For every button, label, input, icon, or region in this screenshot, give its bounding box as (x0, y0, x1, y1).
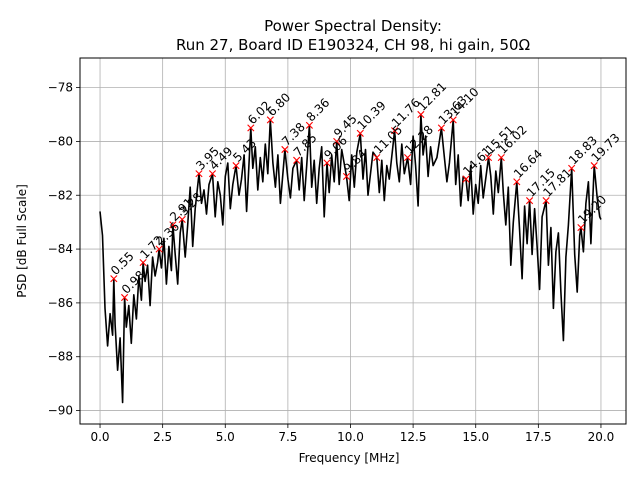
peak-marker-stroke (305, 121, 314, 129)
y-tick-label: −84 (48, 242, 73, 256)
peak-marker (390, 127, 399, 135)
peak-marker-stroke (232, 162, 240, 170)
peak-marker-stroke (266, 116, 274, 124)
x-tick-label: 10.0 (337, 430, 364, 444)
chart-title-line2: Run 27, Board ID E190324, CH 98, hi gain… (176, 36, 530, 54)
peak-marker-stroke (139, 258, 147, 267)
peak-marker-stroke (577, 223, 585, 232)
peak-marker (155, 245, 163, 253)
grid-lines (80, 58, 626, 424)
y-tick-label: −90 (48, 404, 73, 418)
x-tick-label: 12.5 (400, 430, 427, 444)
peak-marker (462, 175, 470, 183)
peak-marker-stroke (281, 145, 289, 154)
peak-marker (525, 197, 534, 205)
peak-marker (208, 170, 217, 178)
peak-marker-stroke (247, 124, 255, 132)
y-tick-label: −80 (48, 134, 73, 148)
peak-marker-stroke (195, 170, 203, 178)
x-axis: 0.0 2.5 5.0 7.5 10.0 12.5 15.0 17.5 20.0 (90, 424, 614, 444)
peak-marker (568, 164, 576, 172)
peak-marker-stroke (417, 110, 425, 119)
peak-marker-stroke (542, 197, 550, 205)
peak-marker (404, 153, 412, 162)
y-tick-label: −86 (48, 296, 73, 310)
peak-marker (120, 293, 129, 302)
peak-marker-stroke (525, 197, 534, 205)
peak-marker (356, 129, 364, 137)
plot-frame (79, 57, 627, 425)
chart-title-line1: Power Spectral Density: (264, 17, 442, 35)
peak-marker-stroke (110, 275, 118, 283)
peak-marker (323, 159, 331, 167)
peak-marker (449, 116, 457, 124)
peak-marker-stroke (293, 156, 301, 164)
peak-marker (232, 162, 240, 170)
peak-marker-stroke (437, 124, 446, 132)
peak-marker (266, 116, 274, 124)
peak-markers (110, 110, 598, 302)
peak-marker-stroke (462, 175, 470, 183)
peak-marker-stroke (155, 245, 163, 253)
peak-marker (178, 215, 186, 224)
peak-marker (417, 110, 425, 119)
peak-marker (542, 197, 550, 205)
y-tick-label: −88 (48, 350, 73, 364)
x-tick-label: 5.0 (216, 430, 235, 444)
peak-marker-stroke (323, 159, 331, 167)
peak-marker (110, 275, 118, 283)
peak-marker-stroke (342, 172, 351, 181)
y-axis: −90 −88 −86 −84 −82 −80 −78 (48, 81, 80, 418)
peak-marker-stroke (513, 178, 521, 186)
peak-marker-stroke (373, 153, 381, 162)
x-tick-label: 2.5 (153, 430, 172, 444)
peak-marker (195, 170, 203, 178)
x-tick-label: 17.5 (525, 430, 552, 444)
peak-marker (139, 258, 147, 267)
peak-marker-stroke (120, 293, 129, 302)
peak-marker (513, 178, 521, 186)
peak-marker (247, 124, 255, 132)
x-tick-label: 20.0 (588, 430, 615, 444)
peak-marker (305, 121, 314, 129)
peak-marker (293, 156, 301, 164)
x-tick-label: 15.0 (462, 430, 489, 444)
peak-marker-stroke (568, 164, 576, 172)
x-tick-label: 7.5 (278, 430, 297, 444)
y-axis-label: PSD [dB Full Scale] (15, 184, 29, 298)
peak-marker-stroke (169, 221, 177, 229)
peak-marker (577, 223, 585, 232)
x-tick-label: 0.0 (90, 430, 109, 444)
peak-marker-stroke (484, 153, 493, 162)
x-axis-label: Frequency [MHz] (299, 451, 400, 465)
peak-marker-stroke (208, 170, 217, 178)
peak-marker-stroke (497, 153, 505, 162)
peak-marker-stroke (390, 127, 399, 135)
peak-marker (281, 145, 289, 154)
peak-marker (437, 124, 446, 132)
peak-marker-stroke (590, 162, 598, 170)
peak-marker (484, 153, 493, 162)
peak-marker (373, 153, 381, 162)
peak-marker (590, 162, 598, 170)
peak-marker (342, 172, 351, 181)
y-tick-label: −78 (48, 81, 73, 95)
peak-marker-stroke (449, 116, 457, 124)
peak-marker-stroke (356, 129, 364, 137)
peak-marker-stroke (333, 137, 341, 146)
peak-marker (497, 153, 505, 162)
peak-marker (333, 137, 341, 146)
peak-marker-stroke (404, 153, 412, 162)
y-tick-label: −82 (48, 188, 73, 202)
peak-marker (169, 221, 177, 229)
peak-marker-stroke (178, 215, 186, 224)
